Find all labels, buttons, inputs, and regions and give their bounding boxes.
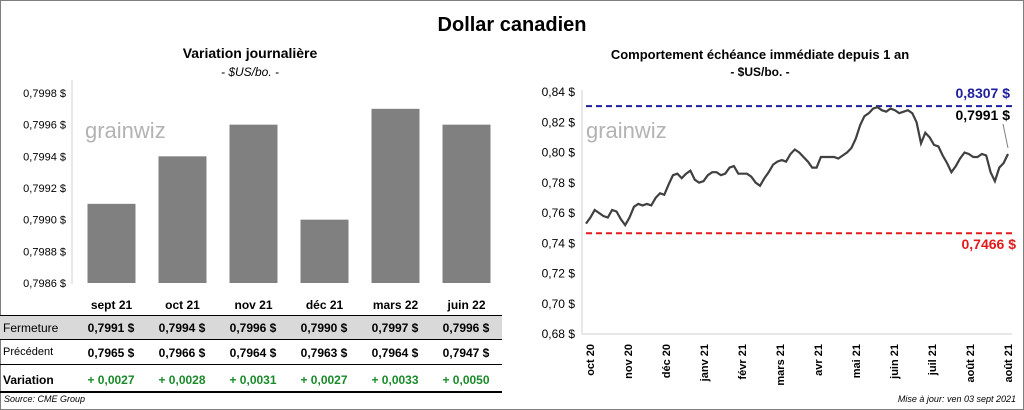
line-x-tick-label: juin 21 xyxy=(889,344,901,380)
line-x-tick-label: mars 21 xyxy=(775,344,787,386)
bar-y-tick-label: 0,7994 $ xyxy=(23,151,66,163)
cell-fermeture: 0,7996 $ xyxy=(229,321,277,335)
table-row-precedent: Précédent 0,7965 $ 0,7966 $ 0,7964 $ 0,7… xyxy=(0,341,502,365)
cell-fermeture: 0,7996 $ xyxy=(442,321,490,335)
cell-precedent: 0,7963 $ xyxy=(300,346,348,360)
bar-y-tick-label: 0,7986 $ xyxy=(23,278,66,290)
bar-x-tick-label: nov 21 xyxy=(234,298,272,312)
bar xyxy=(229,124,278,284)
cell-variation: + 0,0031 xyxy=(229,373,277,387)
update-note: Mise à jour: ven 03 sept 2021 xyxy=(897,394,1016,404)
bar-x-tick-label: mars 22 xyxy=(373,298,419,312)
bar-chart-title: Variation journalière xyxy=(182,45,318,61)
cell-fermeture: 0,7990 $ xyxy=(300,321,348,335)
line-y-tick-label: 0,76 $ xyxy=(542,206,576,220)
cell-precedent: 0,7964 $ xyxy=(371,346,419,360)
bar xyxy=(87,203,136,283)
line-x-tick-label: févr 21 xyxy=(737,344,749,379)
cell-precedent: 0,7964 $ xyxy=(229,346,277,360)
line-y-tick-label: 0,72 $ xyxy=(542,267,576,281)
high-value-label: 0,8307 $ xyxy=(956,85,1011,101)
cell-precedent: 0,7966 $ xyxy=(158,346,206,360)
line-y-tick-label: 0,68 $ xyxy=(542,327,576,341)
source-note: Source: CME Group xyxy=(4,394,86,404)
bar-chart: grainwiz 0,7986 $ 0,7988 $ 0,7990 $ 0,7992 … xyxy=(23,80,491,312)
cell-fermeture: 0,7994 $ xyxy=(158,321,206,335)
last-value-leader xyxy=(1002,123,1009,149)
row-label-variation: Variation xyxy=(3,373,54,387)
line-y-tick-label: 0,78 $ xyxy=(542,176,576,190)
bar xyxy=(158,156,207,283)
line-x-tick-label: janv 21 xyxy=(699,344,711,382)
cell-precedent: 0,7947 $ xyxy=(442,346,490,360)
bar-y-tick-label: 0,7996 $ xyxy=(23,120,66,132)
line-chart-subtitle: - $US/bo. - xyxy=(730,65,790,79)
cell-variation: + 0,0050 xyxy=(442,373,490,387)
cell-fermeture: 0,7997 $ xyxy=(371,321,419,335)
bar xyxy=(300,219,349,283)
line-x-tick-label: mai 21 xyxy=(851,344,863,378)
line-y-tick-label: 0,84 $ xyxy=(542,85,576,99)
line-x-tick-label: nov 20 xyxy=(623,344,635,379)
watermark-left: grainwiz xyxy=(85,118,166,143)
last-value-label: 0,7991 $ xyxy=(956,107,1011,123)
watermark-right: grainwiz xyxy=(586,118,667,143)
cell-variation: + 0,0027 xyxy=(87,373,135,387)
bar-x-tick-label: juin 22 xyxy=(446,298,485,312)
bar-chart-subtitle: - $US/bo. - xyxy=(220,65,280,79)
bar-y-tick-label: 0,7992 $ xyxy=(23,183,66,195)
bar xyxy=(371,108,420,283)
bar-x-tick-label: oct 21 xyxy=(165,298,200,312)
line-y-tick-label: 0,70 $ xyxy=(542,297,576,311)
row-label-fermeture: Fermeture xyxy=(3,321,59,335)
line-x-tick-label: août 21 xyxy=(965,344,977,383)
bar-y-tick-label: 0,7990 $ xyxy=(23,215,66,227)
bar-y-tick-label: 0,7998 $ xyxy=(23,88,66,100)
cell-variation: + 0,0028 xyxy=(158,373,206,387)
line-x-tick-label: avr 21 xyxy=(813,344,825,376)
row-label-precedent: Précédent xyxy=(3,346,54,358)
cell-precedent: 0,7965 $ xyxy=(87,346,135,360)
line-x-tick-label: oct 20 xyxy=(585,344,597,376)
line-x-tick-label: juil 21 xyxy=(927,344,939,376)
line-x-tick-label: août 21 xyxy=(1003,344,1015,383)
line-chart-title: Comportement échéance immédiate depuis 1… xyxy=(610,47,910,62)
bar-x-tick-label: déc 21 xyxy=(306,298,344,312)
line-chart: grainwiz 0,68 $ 0,70 $ 0,72 $ 0,74 $ 0,76 $ 0… xyxy=(542,85,1017,386)
line-y-tick-label: 0,74 $ xyxy=(542,236,576,250)
line-y-tick-label: 0,80 $ xyxy=(542,146,576,160)
cell-variation: + 0,0027 xyxy=(300,373,348,387)
line-y-tick-label: 0,82 $ xyxy=(542,115,576,129)
bar-y-tick-label: 0,7988 $ xyxy=(23,246,66,258)
cell-variation: + 0,0033 xyxy=(371,373,419,387)
table-row-variation: Variation + 0,0027 + 0,0028 + 0,0031 + 0… xyxy=(0,368,502,393)
price-series-line xyxy=(585,105,1009,228)
page-title: Dollar canadien xyxy=(437,14,587,36)
bar-x-tick-label: sept 21 xyxy=(91,298,133,312)
line-x-tick-label: déc 20 xyxy=(661,344,673,378)
bar xyxy=(442,124,491,284)
table-row-fermeture: Fermeture 0,7991 $ 0,7994 $ 0,7996 $ 0,7… xyxy=(0,315,502,340)
low-value-label: 0,7466 $ xyxy=(962,236,1017,252)
cell-fermeture: 0,7991 $ xyxy=(87,321,135,335)
